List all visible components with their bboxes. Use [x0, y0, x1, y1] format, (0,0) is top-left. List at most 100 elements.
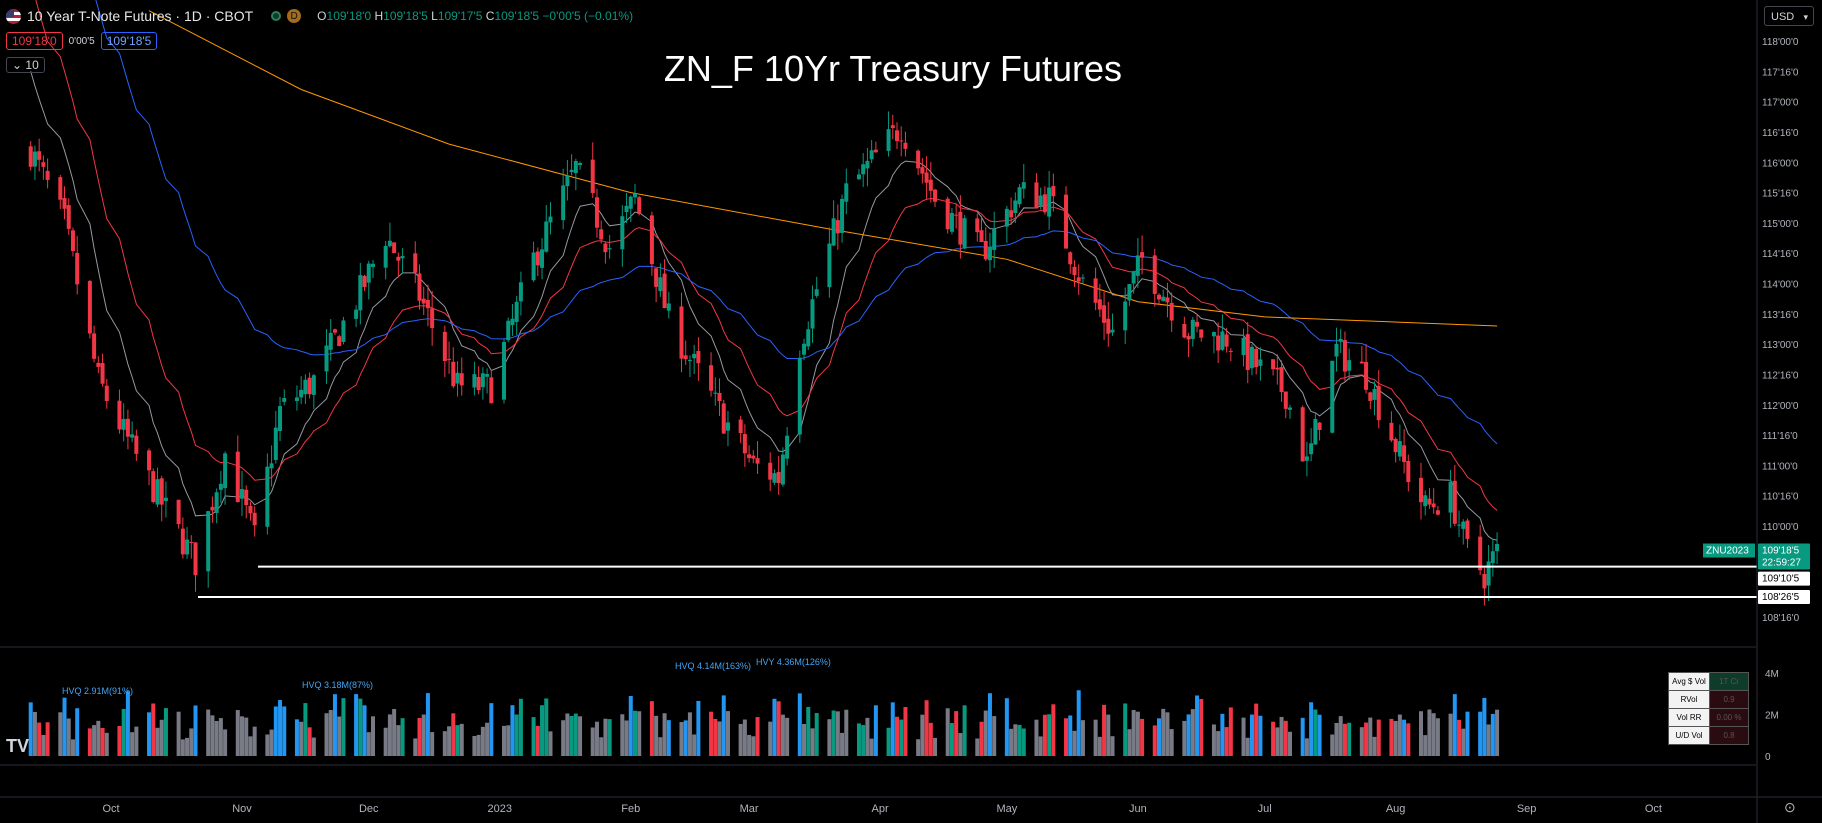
volume-bar — [506, 725, 511, 756]
candle-body — [193, 542, 198, 576]
volume-bar — [1220, 713, 1225, 756]
candle-body — [1190, 319, 1195, 339]
candle-body — [159, 478, 164, 505]
sell-button[interactable]: 109'18'0 — [6, 32, 63, 50]
volume-bar — [1249, 714, 1254, 756]
volume-bar — [1364, 722, 1369, 756]
candle-body — [954, 214, 959, 216]
price-tick-label: 115'16'0 — [1762, 189, 1799, 200]
volume-bar — [1427, 709, 1432, 756]
volume-bar — [717, 721, 722, 756]
candle-body — [565, 175, 570, 187]
volume-bar — [683, 720, 688, 756]
candle-body — [248, 506, 253, 514]
volume-bar — [1216, 731, 1221, 756]
candle-body — [70, 230, 75, 252]
candle-body — [945, 198, 950, 230]
volume-bar — [1486, 724, 1491, 756]
candle-body — [1127, 284, 1132, 301]
volume-bar — [1402, 719, 1407, 756]
price-tick-label: 112'00'0 — [1762, 401, 1799, 412]
candle-body — [185, 539, 190, 555]
volume-bar — [949, 723, 954, 756]
volume-bar — [328, 710, 333, 756]
volume-bar — [400, 718, 405, 756]
ema-mid-line — [35, 0, 1498, 511]
volume-bar — [269, 729, 274, 756]
candle-body — [1275, 367, 1280, 370]
volume-bar — [518, 698, 523, 756]
volume-bar — [294, 719, 299, 756]
symbol-title[interactable]: 10 Year T-Note Futures · 1D · CBOT — [27, 8, 254, 24]
volume-bar — [1042, 714, 1047, 756]
data-badge-icon[interactable]: D — [287, 9, 302, 23]
candle-body — [1241, 337, 1246, 356]
volume-bar — [282, 706, 287, 756]
candle-body — [916, 150, 921, 169]
volume-bar — [1397, 714, 1402, 756]
candle-body — [1406, 460, 1411, 483]
settings-gear-icon[interactable]: ⊙ — [1784, 799, 1796, 815]
level-high-tag-text: 109'10'5 — [1762, 574, 1800, 585]
volume-bar — [1330, 734, 1335, 756]
volume-bar — [987, 693, 992, 756]
volume-bar — [1283, 720, 1288, 756]
volume-bar — [603, 718, 608, 756]
tradingview-logo[interactable]: TV — [6, 736, 30, 756]
volume-bar — [869, 738, 874, 756]
volume-bar — [442, 731, 447, 756]
candle-body — [303, 379, 308, 395]
candle-body — [1313, 418, 1318, 445]
buy-button[interactable]: 109'18'5 — [100, 32, 158, 50]
volume-bar — [1406, 723, 1411, 756]
volume-bar — [185, 737, 190, 756]
volume-bar — [662, 713, 667, 756]
volume-bar — [747, 734, 752, 756]
time-tick-label: Mar — [740, 803, 759, 815]
volume-bar — [489, 703, 494, 756]
volume-bar — [235, 710, 240, 756]
candle-body — [1368, 392, 1373, 401]
volume-bar — [32, 711, 37, 756]
currency-select[interactable]: USD ▾ — [1764, 6, 1814, 26]
volume-tick-label: 0 — [1765, 752, 1771, 763]
candle-body — [125, 418, 130, 437]
volume-bar — [392, 708, 397, 756]
volume-bar — [544, 698, 549, 756]
volume-bar — [1182, 720, 1187, 756]
volume-bar — [594, 721, 599, 756]
volume-bar — [890, 702, 895, 756]
candle-body — [28, 146, 33, 167]
time-tick-label: Oct — [102, 803, 119, 815]
volume-bar — [873, 705, 878, 756]
volume-bar — [1127, 729, 1132, 756]
volume-bar — [1254, 703, 1259, 756]
volume-bar — [1435, 718, 1440, 756]
candle-body — [687, 359, 692, 361]
candle-body — [1102, 305, 1107, 323]
candle-body — [933, 189, 938, 202]
candle-body — [1195, 321, 1200, 327]
candle-body — [1021, 182, 1026, 189]
candle-body — [561, 185, 566, 221]
candle-body — [1457, 524, 1462, 526]
volume-bar — [810, 728, 815, 756]
volume-bar — [413, 738, 418, 756]
candle-body — [92, 333, 97, 359]
volume-bar — [502, 725, 506, 756]
volume-bar — [1245, 737, 1250, 756]
candle-body — [802, 343, 807, 355]
volume-bar — [1393, 721, 1398, 756]
ema-fast-line — [30, 71, 1498, 541]
candle-body — [1372, 388, 1377, 400]
market-status-icon[interactable] — [271, 11, 282, 21]
candle-body — [768, 462, 773, 480]
level-high-tag: 109'10'5 — [1758, 571, 1810, 586]
candle-body — [1245, 334, 1250, 371]
price-tick-label: 117'16'0 — [1762, 67, 1799, 78]
volume-bar — [928, 722, 933, 756]
volume-bar — [1017, 724, 1022, 756]
indicators-toggle[interactable]: ⌄ 10 — [6, 57, 45, 73]
volume-bar — [633, 710, 637, 756]
